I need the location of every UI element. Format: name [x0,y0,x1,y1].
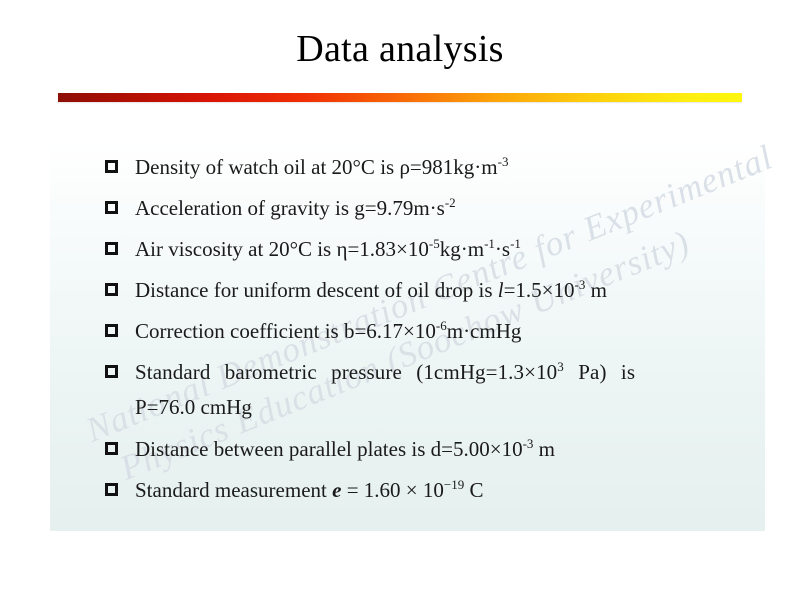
list-item-label: Distance for uniform descent of oil drop… [135,277,607,302]
list-item-continuation-label: P=76.0 cmHg [135,395,252,419]
bullet-list: Density of watch oil at 20°C is ρ=981kg·… [50,144,765,531]
hollow-square-bullet-icon [105,324,118,337]
hollow-square-bullet-icon [105,201,118,214]
list-item: Standard barometric pressure (1cmHg=1.3×… [105,357,745,397]
content-panel [50,144,765,531]
list-item: Standard measurement e = 1.60 × 10−19 C [105,475,745,515]
list-item-label: Air viscosity at 20°C is η=1.83×10-5kg·m… [135,236,521,261]
list-item-label: Correction coefficient is b=6.17×10-6m·c… [135,318,522,343]
hollow-square-bullet-icon [105,365,118,378]
list-item-label: Standard measurement e = 1.60 × 10−19 C [135,477,484,502]
list-item-continuation: P=76.0 cmHg [105,392,745,432]
list-item: Acceleration of gravity is g=9.79m·s-2 [105,193,745,233]
hollow-square-bullet-icon [105,483,118,496]
list-item: Density of watch oil at 20°C is ρ=981kg·… [105,152,745,192]
list-item: Distance between parallel plates is d=5.… [105,434,745,474]
list-item: Correction coefficient is b=6.17×10-6m·c… [105,316,745,356]
list-item-label: Distance between parallel plates is d=5.… [135,436,556,461]
hollow-square-bullet-icon [105,442,118,455]
hollow-square-bullet-icon [105,242,118,255]
page-title: Data analysis [296,28,504,70]
title-divider-rule [58,93,742,102]
list-item-label: Standard barometric pressure (1cmHg=1.3×… [135,359,636,384]
list-item-label: Density of watch oil at 20°C is ρ=981kg·… [135,154,509,179]
list-item-label: Acceleration of gravity is g=9.79m·s-2 [135,195,456,220]
hollow-square-bullet-icon [105,283,118,296]
hollow-square-bullet-icon [105,160,118,173]
list-item: Air viscosity at 20°C is η=1.83×10-5kg·m… [105,234,745,274]
list-item: Distance for uniform descent of oil drop… [105,275,745,315]
